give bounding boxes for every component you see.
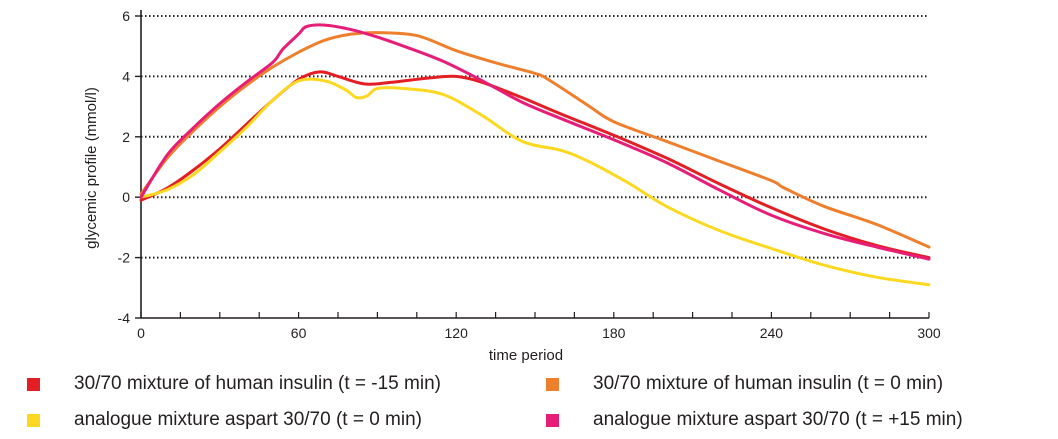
x-tick-label: 120 — [445, 325, 469, 341]
legend-item: analogue mixture aspart 30/70 (t = 0 min… — [27, 408, 422, 432]
grid-lines — [141, 15, 929, 259]
legend-label: 30/70 mixture of human insulin (t = 0 mi… — [593, 373, 944, 394]
x-tick-label: 0 — [137, 325, 145, 341]
axes — [135, 10, 930, 319]
x-tick-label: 180 — [602, 325, 626, 341]
legend-item: 30/70 mixture of human insulin (t = -15 … — [27, 372, 441, 396]
y-tick-label: 0 — [122, 189, 130, 205]
y-tick-label: 4 — [122, 68, 130, 84]
legend-swatch — [27, 413, 40, 427]
legend-label: analogue mixture aspart 30/70 (t = +15 m… — [593, 409, 963, 430]
y-axis-title: glycemic profile (mmol/l) — [83, 87, 100, 249]
series-line — [139, 31, 931, 249]
x-tick-label: 240 — [760, 325, 784, 341]
legend-item: analogue mixture aspart 30/70 (t = +15 m… — [546, 408, 963, 432]
legend: 30/70 mixture of human insulin (t = -15 … — [0, 368, 1058, 439]
series-line — [139, 77, 931, 287]
series-line — [139, 70, 931, 260]
x-tick-label: 60 — [291, 325, 307, 341]
legend-label: analogue mixture aspart 30/70 (t = 0 min… — [74, 409, 422, 430]
y-tick-label: 6 — [122, 8, 130, 24]
legend-swatch — [546, 413, 559, 427]
y-tick-label: -4 — [118, 310, 131, 326]
legend-swatch — [27, 377, 40, 391]
series-lines — [139, 23, 931, 287]
legend-swatch — [546, 377, 559, 391]
x-axis-title: time period — [489, 347, 563, 364]
series-line — [139, 23, 931, 261]
x-tick-label: 300 — [917, 325, 941, 341]
y-tick-label: -2 — [118, 250, 131, 266]
y-tick-label: 2 — [122, 129, 130, 145]
legend-item: 30/70 mixture of human insulin (t = 0 mi… — [546, 372, 943, 396]
legend-label: 30/70 mixture of human insulin (t = -15 … — [74, 373, 441, 394]
